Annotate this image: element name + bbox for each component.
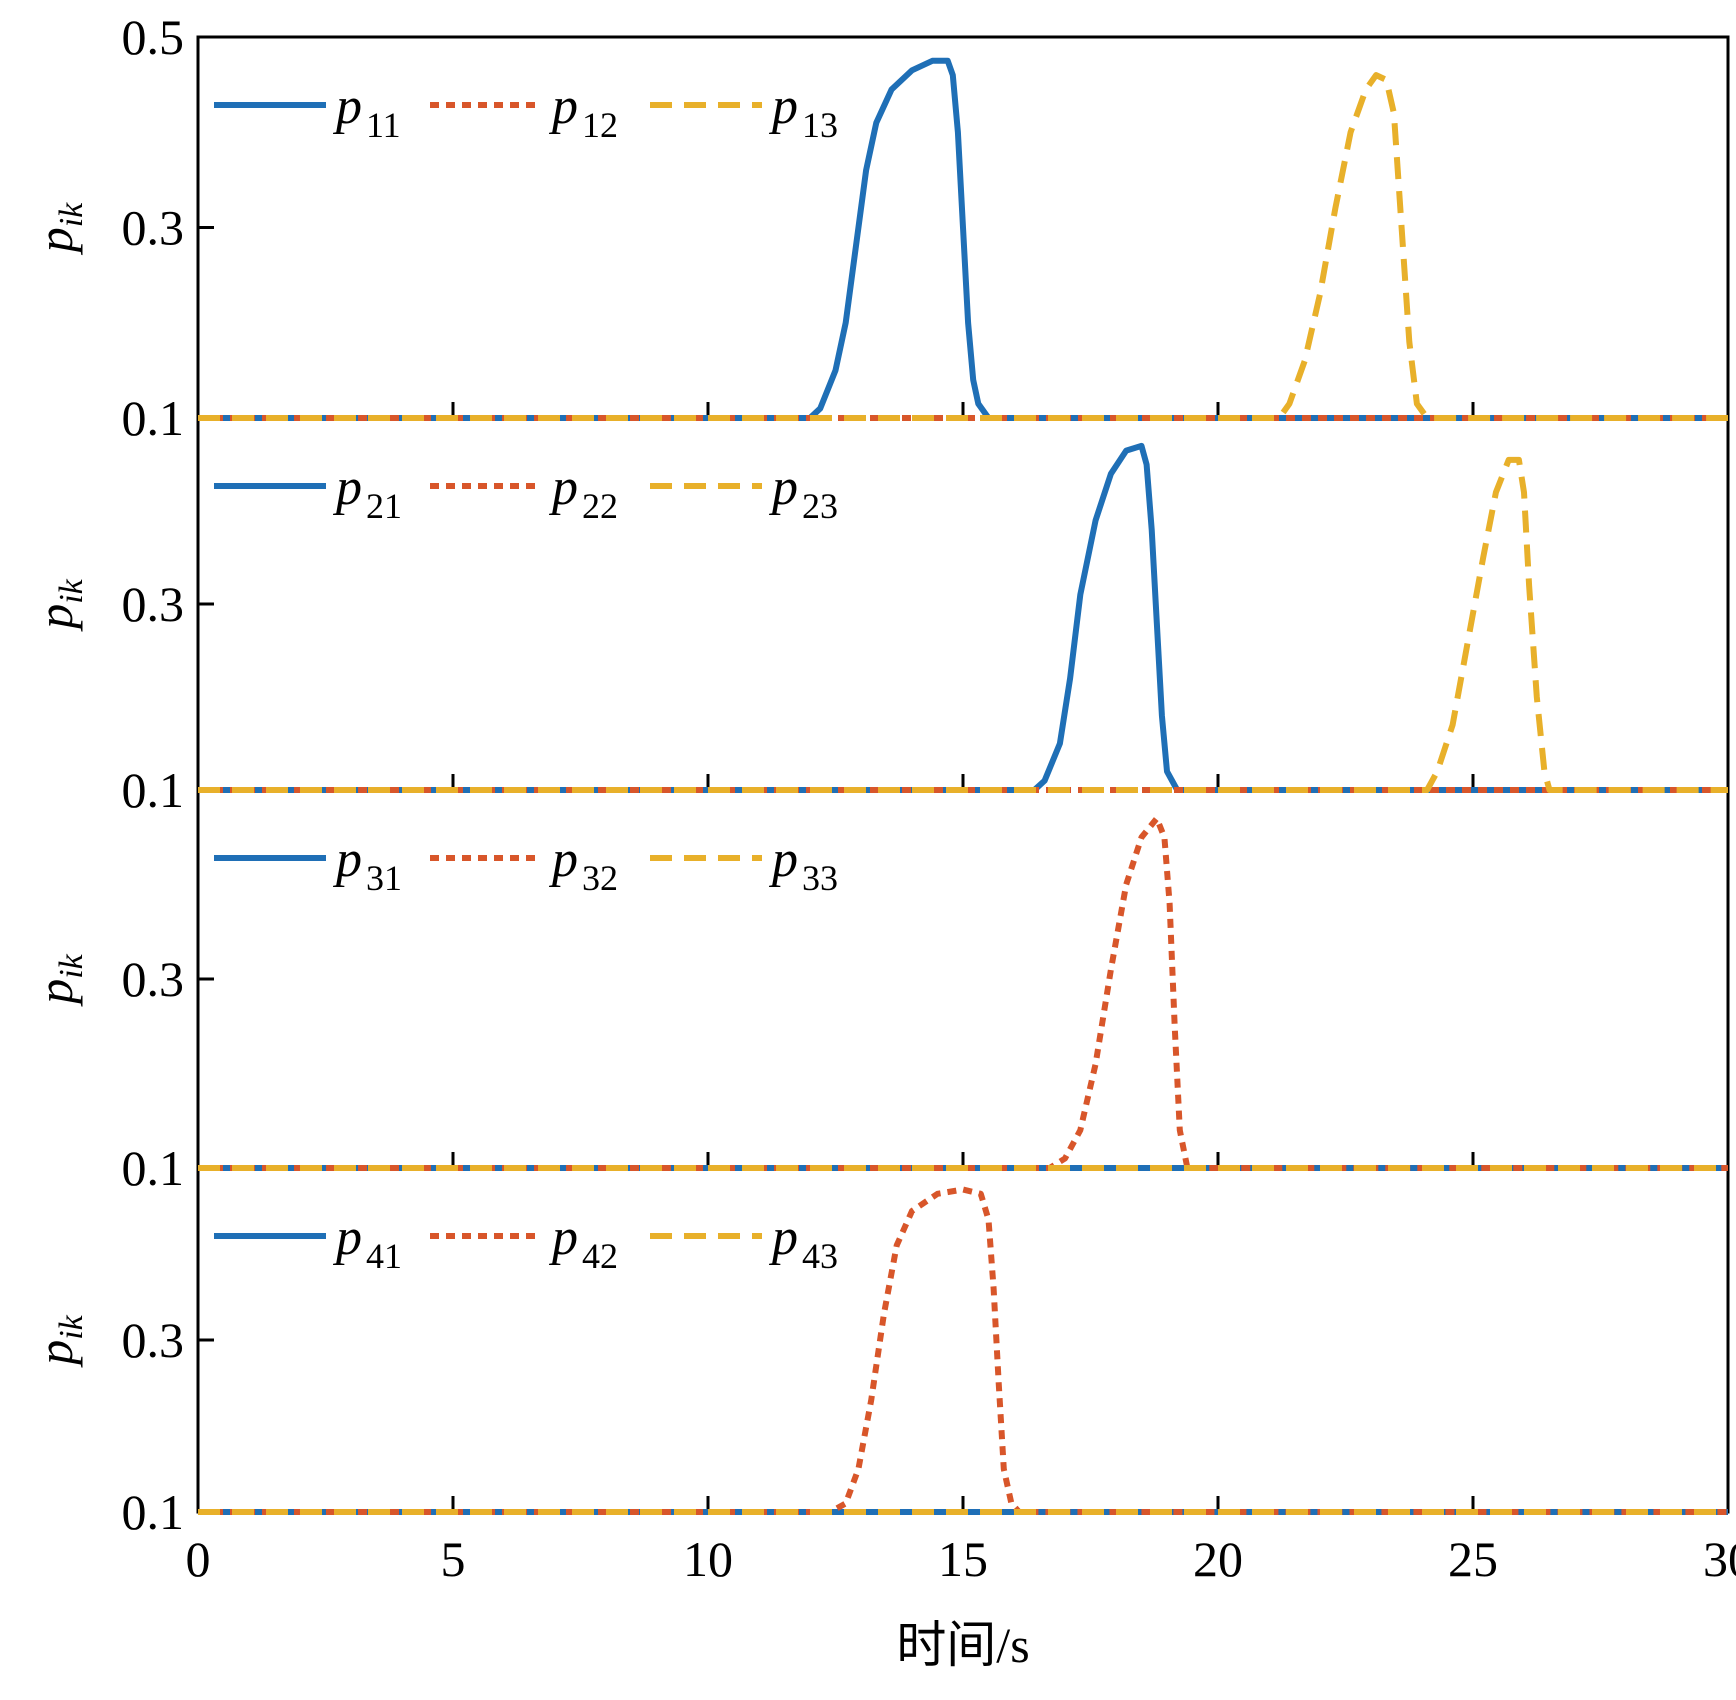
legend: p 11 p 12 p 13	[214, 78, 838, 145]
legend-label: p 12	[548, 78, 618, 145]
y-tick-label: 0.1	[122, 1140, 185, 1196]
y-tick-label: 0.3	[122, 951, 185, 1007]
x-tick-label: 10	[683, 1531, 733, 1587]
legend-label: p 23	[768, 459, 838, 526]
legend-label: p 41	[332, 1209, 402, 1276]
y-axis-label: pik	[27, 578, 90, 631]
panel-1: 0.1 0.3 0.5 pik p 11 p 12 p 13	[27, 9, 1730, 446]
series-line-p13	[198, 72, 1728, 421]
legend: p 31 p 32 p 33	[214, 831, 838, 898]
legend-label: p 31	[332, 831, 402, 898]
x-tick-label: 5	[441, 1531, 466, 1587]
legend-label: p 32	[548, 831, 618, 898]
x-tick-label: 30	[1703, 1531, 1736, 1587]
legend-label: p 21	[332, 459, 402, 526]
y-tick-label: 0.1	[122, 390, 185, 446]
x-axis-label: 时间/s	[896, 1617, 1029, 1673]
y-tick-label: 0.5	[122, 9, 185, 65]
legend: p 21 p 22 p 23	[214, 459, 838, 526]
y-tick-label: 0.3	[122, 1312, 185, 1368]
x-tick-label: 25	[1448, 1531, 1498, 1587]
series-line-p11	[198, 57, 1728, 421]
y-tick-label: 0.1	[122, 1484, 185, 1540]
panel-4: 0.1 0.3 pik p 41 p 42 p 43	[27, 1186, 1730, 1540]
panel-2: 0.1 0.3 pik p 21 p 22 p 23	[27, 442, 1730, 818]
legend-label: p 11	[332, 78, 401, 145]
series-line-p23	[198, 456, 1728, 793]
y-axis-label: pik	[27, 202, 90, 255]
series-line-p21	[198, 442, 1728, 793]
y-axis-label: pik	[27, 1314, 90, 1367]
series-line-p32	[198, 815, 1728, 1171]
y-tick-label: 0.3	[122, 576, 185, 632]
y-axis-label: pik	[27, 953, 90, 1006]
series-line-p42	[198, 1186, 1728, 1515]
legend: p 41 p 42 p 43	[214, 1209, 838, 1276]
legend-label: p 42	[548, 1209, 618, 1276]
panel-3: 0.1 0.3 pik p 31 p 32 p 33	[27, 815, 1730, 1196]
x-tick-label: 20	[1193, 1531, 1243, 1587]
x-tick-label: 15	[938, 1531, 988, 1587]
y-tick-label: 0.1	[122, 762, 185, 818]
legend-label: p 43	[768, 1209, 838, 1276]
x-tick-label: 0	[186, 1531, 211, 1587]
legend-label: p 13	[768, 78, 838, 145]
legend-label: p 33	[768, 831, 838, 898]
y-tick-label: 0.3	[122, 200, 185, 256]
legend-label: p 22	[548, 459, 618, 526]
